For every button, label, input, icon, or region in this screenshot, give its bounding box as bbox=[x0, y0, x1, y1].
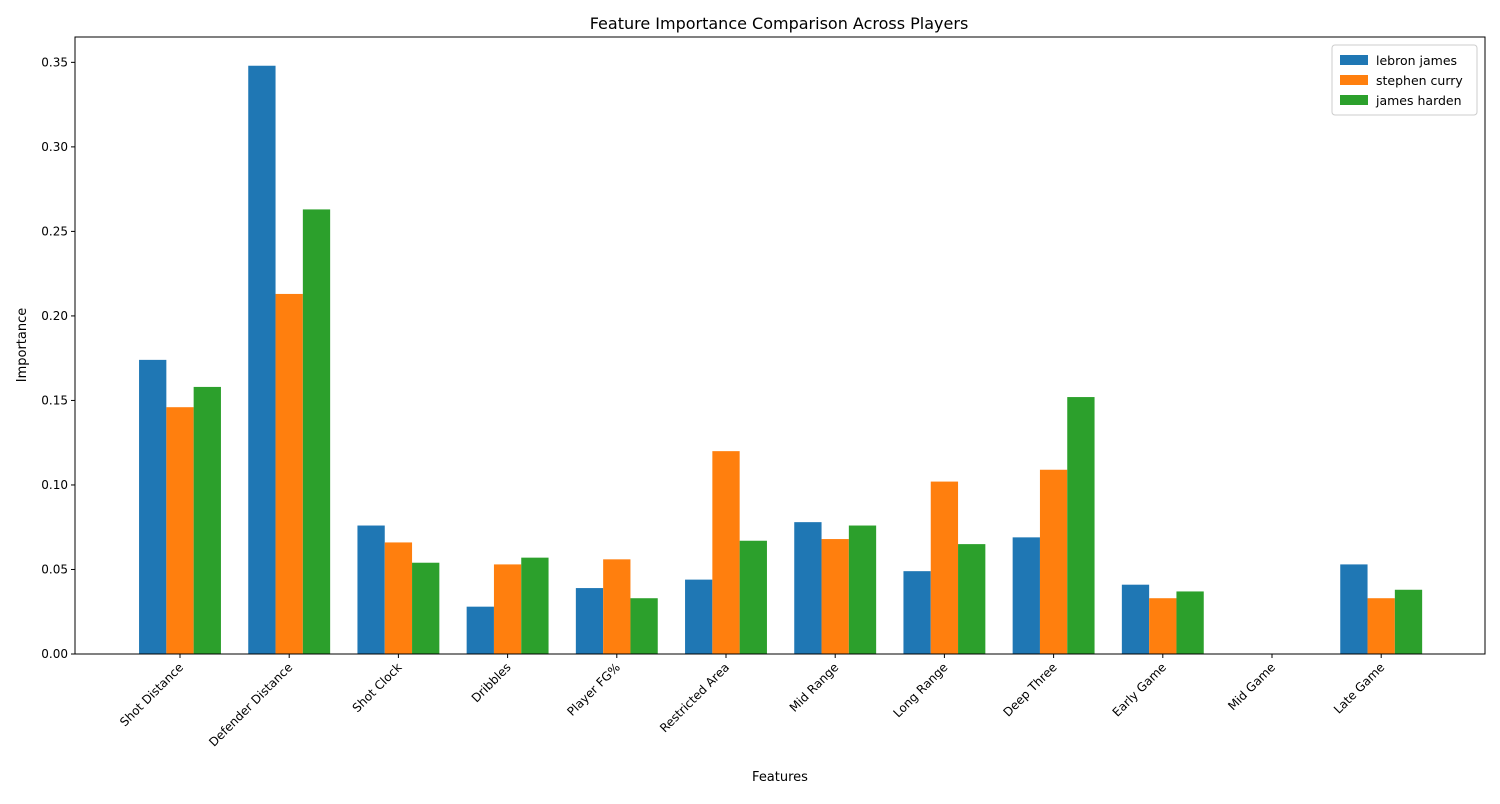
bars-layer bbox=[139, 65, 1423, 655]
bar-lebron-james-9 bbox=[1121, 584, 1150, 654]
bar-stephen-curry-0 bbox=[166, 407, 194, 654]
x-tick-label: Defender Distance bbox=[206, 660, 295, 749]
bar-stephen-curry-3 bbox=[493, 564, 522, 654]
x-axis: Shot Distance Defender Distance Shot Clock… bbox=[117, 654, 1387, 749]
bar-stephen-curry-8 bbox=[1039, 469, 1068, 654]
y-tick-label: 0.20 bbox=[41, 309, 68, 323]
bar-lebron-james-1 bbox=[248, 65, 276, 655]
legend-label: james harden bbox=[1375, 93, 1462, 108]
legend-label: stephen curry bbox=[1376, 73, 1463, 88]
bar-james-harden-6 bbox=[848, 525, 877, 654]
bar-lebron-james-7 bbox=[903, 571, 931, 654]
bar-james-harden-11 bbox=[1394, 589, 1423, 654]
x-tick-label: Player FG% bbox=[564, 660, 623, 719]
bar-james-harden-3 bbox=[521, 557, 549, 654]
bar-lebron-james-8 bbox=[1012, 537, 1040, 654]
bar-stephen-curry-6 bbox=[821, 539, 849, 654]
x-tick-label: Shot Clock bbox=[350, 660, 405, 715]
bar-james-harden-1 bbox=[302, 209, 331, 655]
bar-lebron-james-6 bbox=[794, 522, 822, 654]
bar-james-harden-5 bbox=[739, 540, 767, 654]
plot-frame bbox=[74, 36, 1486, 655]
bar-stephen-curry-4 bbox=[603, 559, 631, 654]
bar-james-harden-9 bbox=[1176, 591, 1204, 654]
y-tick-label: 0.25 bbox=[41, 224, 68, 238]
bar-james-harden-0 bbox=[193, 386, 221, 654]
x-tick-label: Deep Three bbox=[1000, 660, 1059, 719]
x-tick-label: Mid Game bbox=[1225, 660, 1278, 713]
bar-lebron-james-3 bbox=[466, 606, 494, 654]
legend-box bbox=[1331, 44, 1478, 116]
bar-stephen-curry-11 bbox=[1367, 598, 1395, 654]
bar-lebron-james-0 bbox=[139, 359, 167, 654]
chart-title: Feature Importance Comparison Across Pla… bbox=[590, 14, 969, 33]
bar-james-harden-4 bbox=[630, 598, 658, 654]
bar-stephen-curry-1 bbox=[275, 293, 303, 654]
legend: lebron james stephen curry james harden bbox=[1331, 44, 1478, 116]
x-tick-label: Early Game bbox=[1110, 660, 1169, 719]
bar-stephen-curry-2 bbox=[384, 542, 413, 654]
bar-stephen-curry-9 bbox=[1149, 598, 1177, 654]
bar-stephen-curry-5 bbox=[712, 451, 740, 654]
bar-lebron-james-5 bbox=[685, 579, 713, 654]
bar-james-harden-8 bbox=[1067, 397, 1095, 654]
y-tick-label: 0.35 bbox=[41, 55, 68, 69]
x-tick-label: Restricted Area bbox=[657, 660, 732, 735]
legend-label: lebron james bbox=[1376, 53, 1457, 68]
y-tick-label: 0.15 bbox=[41, 393, 68, 407]
legend-swatch bbox=[1340, 55, 1368, 65]
x-tick-label: Dribbles bbox=[469, 660, 514, 705]
y-tick-label: 0.30 bbox=[41, 140, 68, 154]
y-axis: 0.00 0.05 0.10 0.15 0.20 0.25 0.30 0.35 bbox=[41, 55, 75, 661]
y-axis-label: Importance bbox=[15, 308, 30, 383]
bar-james-harden-7 bbox=[958, 544, 986, 654]
y-tick-label: 0.10 bbox=[41, 478, 68, 492]
legend-swatch bbox=[1340, 75, 1368, 85]
bar-lebron-james-4 bbox=[575, 588, 604, 654]
x-tick-label: Late Game bbox=[1331, 660, 1387, 716]
y-tick-label: 0.05 bbox=[41, 562, 68, 576]
legend-swatch bbox=[1340, 95, 1368, 105]
bar-lebron-james-2 bbox=[357, 525, 385, 654]
y-tick-label: 0.00 bbox=[41, 647, 68, 661]
x-tick-label: Mid Range bbox=[787, 660, 842, 715]
x-axis-label: Features bbox=[752, 770, 808, 785]
x-tick-label: Shot Distance bbox=[117, 660, 186, 729]
x-tick-label: Long Range bbox=[890, 660, 950, 720]
bar-stephen-curry-7 bbox=[930, 481, 959, 654]
bar-james-harden-2 bbox=[412, 562, 440, 654]
bar-lebron-james-11 bbox=[1340, 564, 1368, 654]
